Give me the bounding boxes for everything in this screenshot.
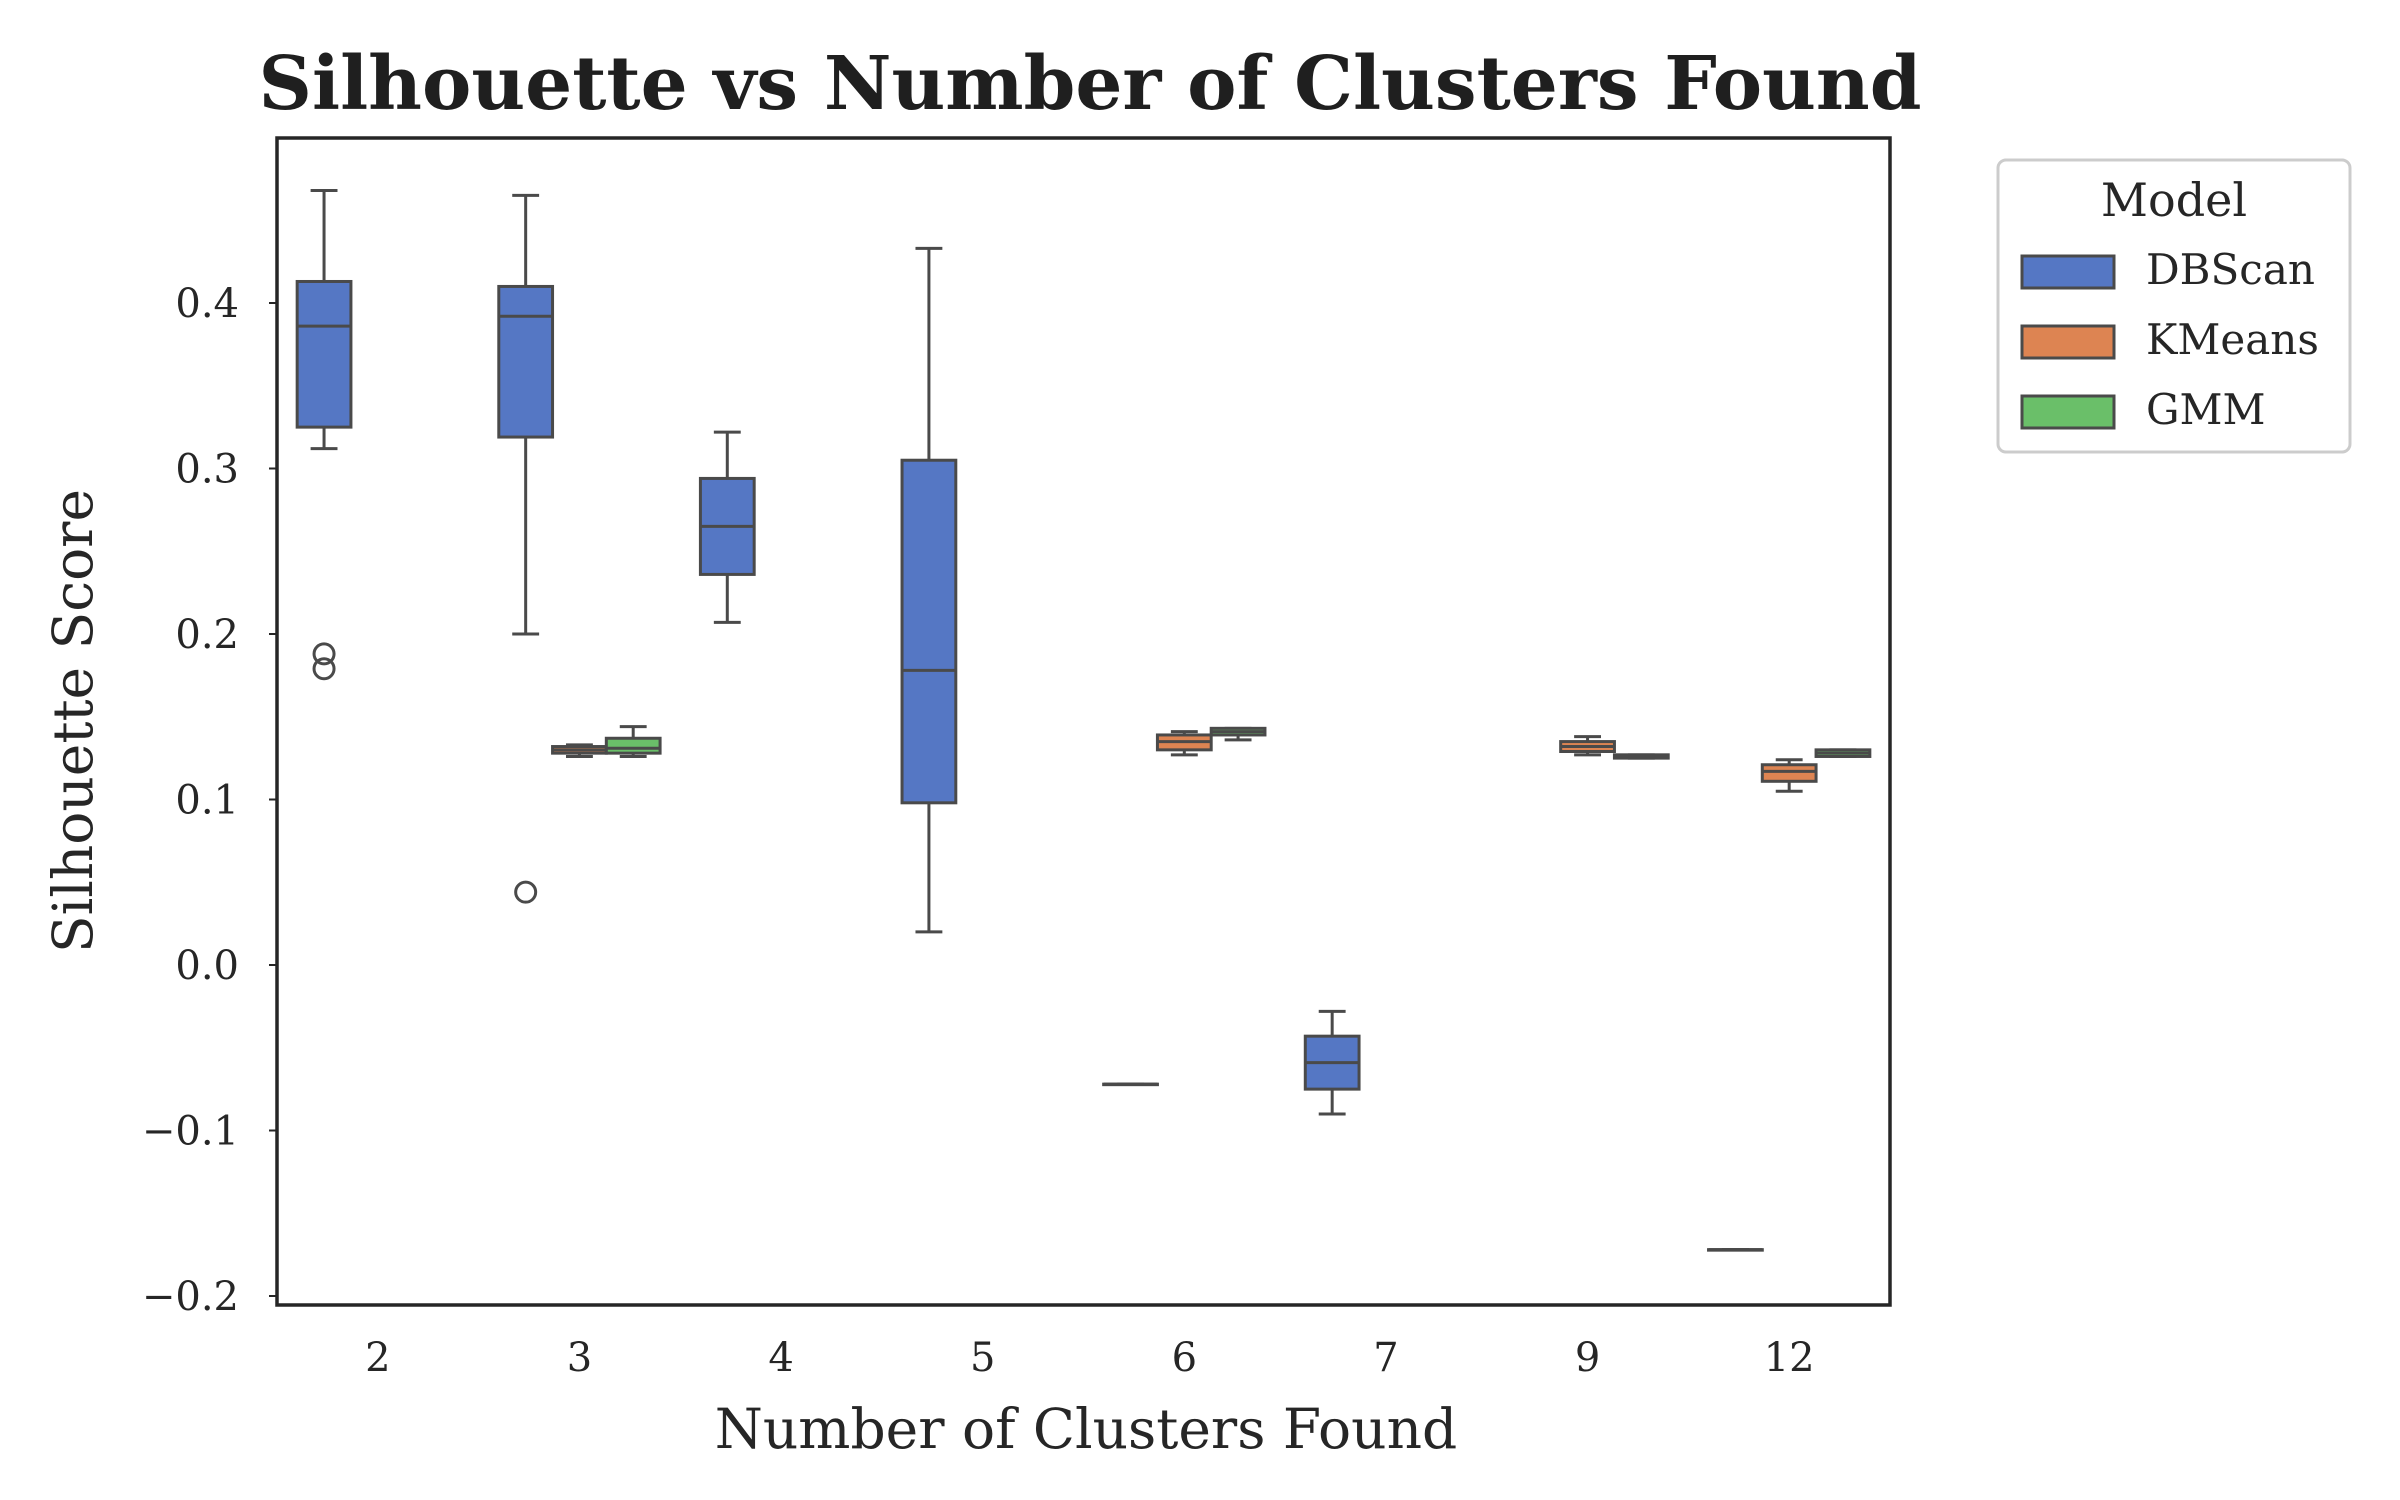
y-tick-label: −0.2 <box>142 1274 239 1320</box>
legend-label-dbscan: DBScan <box>2146 245 2315 294</box>
box-kmeans-3 <box>551 743 608 758</box>
x-tick-label: 7 <box>1373 1335 1398 1381</box>
box-dbscan-5 <box>900 246 958 934</box>
box-kmeans-12 <box>1760 758 1818 793</box>
y-tick-label: −0.1 <box>142 1109 239 1155</box>
x-tick-label: 9 <box>1575 1335 1600 1381</box>
legend-title: Model <box>2101 173 2247 227</box>
box-dbscan-3 <box>497 193 555 904</box>
box-dbscan-4 <box>698 430 756 624</box>
y-tick-label: 0.2 <box>175 612 239 658</box>
y-tick-label: 0.4 <box>175 281 239 327</box>
x-tick-label: 4 <box>768 1335 793 1381</box>
box-gmm-9 <box>1612 753 1670 760</box>
x-tick-label: 12 <box>1764 1335 1815 1381</box>
box-kmeans-9 <box>1559 735 1616 757</box>
iqr-box <box>497 284 555 439</box>
box-dbscan-6 <box>1102 1082 1159 1087</box>
y-tick-label: 0.3 <box>175 447 239 493</box>
legend-label-gmm: GMM <box>2146 385 2266 434</box>
plot-frame <box>275 136 1892 1307</box>
box-kmeans-6 <box>1155 730 1213 757</box>
box-gmm-3 <box>604 725 662 758</box>
box-gmm-12 <box>1814 748 1872 758</box>
outlier-point <box>514 880 538 904</box>
marks-layer <box>295 188 1872 1252</box>
chart-title: Silhouette vs Number of Clusters Found <box>259 41 1922 127</box>
box-dbscan-7 <box>1303 1009 1361 1116</box>
x-axis-title: Number of Clusters Found <box>715 1397 1457 1461</box>
outlier-point <box>312 657 336 681</box>
legend-frame <box>1996 158 2352 454</box>
legend-swatch-kmeans <box>2020 324 2116 360</box>
legend-swatch-gmm <box>2020 394 2116 430</box>
box-dbscan-12 <box>1707 1248 1764 1252</box>
x-tick-label: 6 <box>1172 1335 1197 1381</box>
x-tick-label: 2 <box>365 1335 390 1381</box>
x-tick-label: 3 <box>567 1335 592 1381</box>
iqr-box <box>1760 763 1818 783</box>
iqr-box <box>295 279 353 429</box>
outlier-point <box>312 642 336 666</box>
legend: Model DBScan KMeans GMM <box>1996 158 2352 454</box>
box-dbscan-2 <box>295 188 353 681</box>
y-tick-label: 0.0 <box>175 943 239 989</box>
box-gmm-6 <box>1209 726 1267 742</box>
y-tick-label: 0.1 <box>175 778 239 824</box>
ticks-layer: −0.2 −0.1 0.0 0.1 0.2 0.3 0.4 2 3 4 5 6 7 9 12 <box>142 281 1815 1381</box>
y-axis-title: Silhouette Score <box>41 489 105 953</box>
x-tick-label: 5 <box>970 1335 995 1381</box>
legend-entries: DBScan KMeans GMM <box>2020 245 2319 434</box>
legend-label-kmeans: KMeans <box>2146 315 2319 364</box>
iqr-box <box>604 736 662 755</box>
iqr-box <box>900 458 958 805</box>
legend-swatch-dbscan <box>2020 254 2116 290</box>
